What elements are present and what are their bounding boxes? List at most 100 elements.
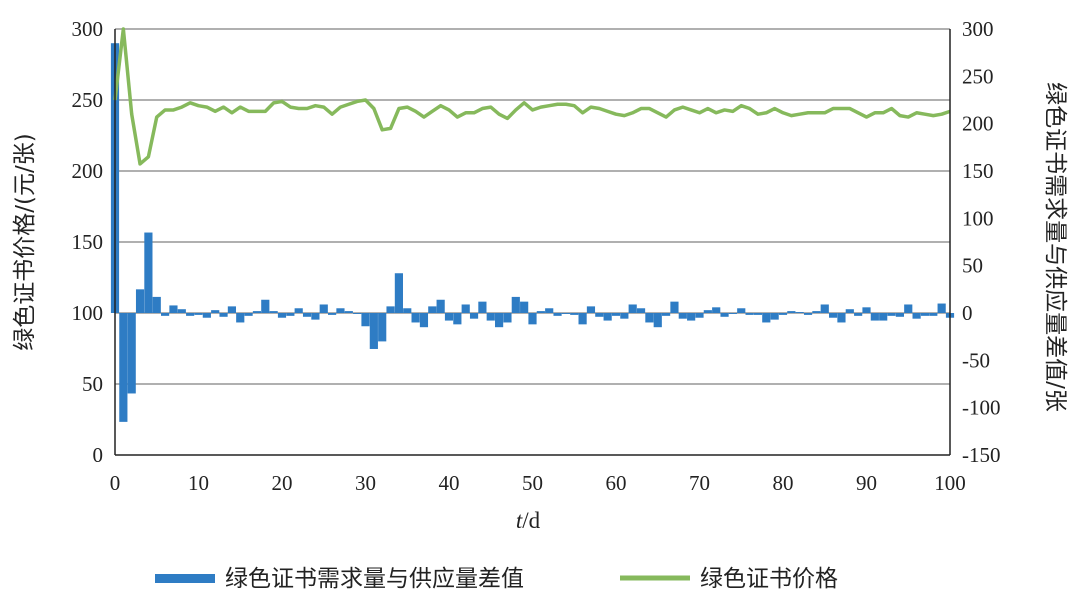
bar bbox=[302, 313, 312, 317]
x-tick-label: 100 bbox=[934, 471, 966, 495]
x-axis-unit: /d bbox=[522, 508, 540, 533]
bar bbox=[570, 313, 579, 315]
bar bbox=[787, 311, 796, 313]
bar bbox=[319, 304, 328, 313]
bar bbox=[870, 313, 879, 321]
bar bbox=[586, 306, 596, 313]
right-y-tick-labels: -150 -100 -50 0 50 100 150 200 250 300 bbox=[962, 17, 1001, 467]
bar bbox=[428, 306, 437, 313]
bar bbox=[478, 301, 487, 313]
bar bbox=[336, 308, 345, 313]
x-tick-label: 10 bbox=[188, 471, 209, 495]
legend: 绿色证书需求量与供应量差值 绿色证书价格 bbox=[155, 566, 838, 592]
bar bbox=[912, 313, 921, 319]
x-axis-variable: t bbox=[516, 508, 523, 533]
bar bbox=[169, 305, 178, 313]
bar bbox=[394, 273, 403, 313]
bar bbox=[770, 313, 779, 320]
bar bbox=[812, 311, 821, 313]
bar bbox=[553, 313, 562, 316]
y-right-tick-label: -100 bbox=[962, 396, 1001, 420]
bar bbox=[920, 313, 930, 316]
bar bbox=[720, 313, 729, 317]
x-tick-label: 30 bbox=[355, 471, 376, 495]
bar bbox=[837, 313, 846, 323]
bar bbox=[486, 313, 495, 321]
bar bbox=[628, 304, 637, 313]
bar bbox=[695, 313, 704, 318]
bar bbox=[444, 313, 454, 321]
bar bbox=[411, 313, 420, 323]
price-line bbox=[113, 27, 951, 166]
y-right-tick-label: 50 bbox=[962, 254, 983, 278]
bar bbox=[236, 313, 245, 323]
bar bbox=[403, 308, 412, 313]
bar bbox=[620, 313, 629, 319]
line-series-gc-price bbox=[113, 27, 951, 166]
bar bbox=[194, 313, 203, 315]
bar bbox=[829, 313, 838, 318]
bar bbox=[536, 311, 545, 313]
bar bbox=[895, 313, 904, 317]
bar bbox=[820, 304, 829, 313]
bar bbox=[177, 309, 186, 313]
bar bbox=[595, 313, 604, 317]
bar bbox=[520, 301, 529, 313]
y-left-tick-label: 0 bbox=[93, 443, 104, 467]
y-left-tick-label: 250 bbox=[72, 88, 104, 112]
x-tick-labels: 0 10 20 30 40 50 60 70 80 90 100 bbox=[110, 471, 966, 495]
bar bbox=[662, 313, 671, 316]
bar bbox=[737, 308, 746, 313]
left-y-tick-labels: 0 50 100 150 200 250 300 bbox=[72, 17, 104, 467]
bar bbox=[578, 313, 587, 325]
bar bbox=[653, 313, 662, 328]
bar bbox=[561, 313, 570, 314]
bar bbox=[361, 313, 370, 327]
bar bbox=[854, 313, 863, 316]
bar bbox=[328, 313, 337, 315]
bar bbox=[503, 313, 512, 323]
bar bbox=[144, 232, 153, 313]
bar bbox=[712, 307, 721, 313]
y-right-axis-title: 绿色证书需求量与供应量差值/张 bbox=[1042, 82, 1068, 412]
bar bbox=[678, 313, 687, 319]
bar bbox=[795, 312, 804, 313]
bar bbox=[453, 313, 462, 325]
y-right-tick-label: 0 bbox=[962, 301, 973, 325]
y-right-tick-label: 150 bbox=[962, 159, 994, 183]
bar bbox=[670, 301, 679, 313]
bar bbox=[202, 313, 211, 318]
bar bbox=[277, 313, 287, 318]
bar bbox=[219, 313, 228, 317]
axes bbox=[114, 29, 951, 456]
bar bbox=[344, 311, 353, 313]
bar bbox=[645, 313, 654, 323]
bar bbox=[419, 313, 429, 328]
x-axis-title: t/d bbox=[516, 508, 541, 533]
bar bbox=[528, 313, 537, 325]
bar bbox=[378, 313, 387, 342]
x-tick-label: 50 bbox=[522, 471, 543, 495]
bar bbox=[119, 313, 128, 422]
bar bbox=[611, 313, 621, 316]
bar bbox=[161, 313, 170, 316]
x-tick-label: 40 bbox=[439, 471, 460, 495]
bar bbox=[937, 303, 946, 313]
bar bbox=[687, 313, 696, 321]
y-right-tick-label: 250 bbox=[962, 64, 994, 88]
bar bbox=[353, 313, 362, 314]
bar bbox=[803, 313, 813, 315]
bar bbox=[904, 304, 913, 313]
bar bbox=[436, 299, 445, 313]
legend-label-line: 绿色证书价格 bbox=[700, 566, 838, 592]
bar bbox=[469, 313, 479, 319]
x-tick-label: 70 bbox=[689, 471, 710, 495]
bar bbox=[311, 313, 320, 320]
x-tick-label: 60 bbox=[606, 471, 627, 495]
legend-label-bar: 绿色证书需求量与供应量差值 bbox=[225, 566, 524, 592]
bar bbox=[753, 313, 763, 315]
y-left-tick-label: 100 bbox=[72, 301, 104, 325]
x-tick-label: 0 bbox=[110, 471, 121, 495]
